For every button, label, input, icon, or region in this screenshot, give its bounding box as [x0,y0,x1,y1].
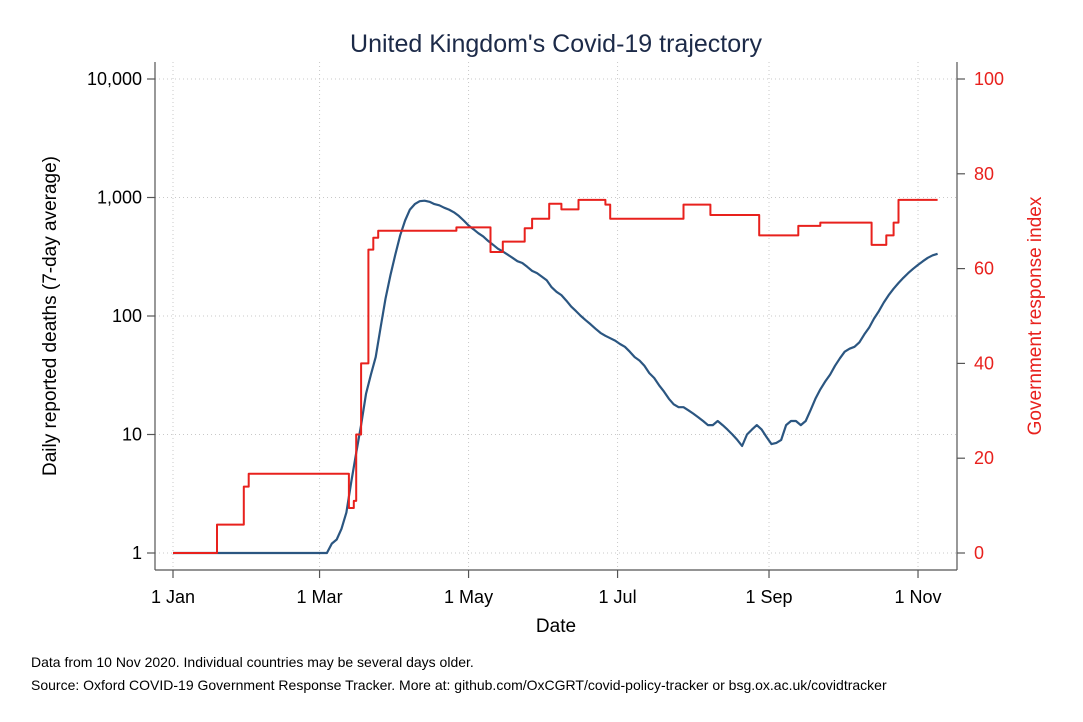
series-lines [173,198,938,555]
y2-tick-label: 80 [974,164,994,184]
x-tick-label: 1 Mar [297,587,343,607]
y2-tick-label: 20 [974,448,994,468]
x-tick-label: 1 Nov [895,587,942,607]
y-tick-label: 100 [112,306,142,326]
axes [147,62,965,578]
source-note: Source: Oxford COVID-19 Government Respo… [31,677,887,693]
x-tick-label: 1 Jan [151,587,195,607]
y-tick-label: 10,000 [87,69,142,89]
response-index-line [173,198,938,554]
y-tick-label: 10 [122,425,142,445]
deaths-line [173,199,938,555]
y-tick-label: 1,000 [97,188,142,208]
x-axis-title: Date [536,616,576,637]
y-tick-label: 1 [132,543,142,563]
y2-tick-label: 60 [974,259,994,279]
x-tick-label: 1 Jul [599,587,637,607]
x-tick-label: 1 May [444,587,493,607]
tick-labels: 1 10 100 1,000 10,000 0 20 40 60 80 100 1 Jan 1 Mar 1… [87,69,1004,607]
grid-lines [155,62,957,570]
data-date-note: Data from 10 Nov 2020. Individual countr… [31,654,474,670]
y2-tick-label: 0 [974,543,984,563]
y2-tick-label: 100 [974,69,1004,89]
y2-tick-label: 40 [974,353,994,373]
chart-title: United Kingdom's Covid-19 trajectory [350,30,762,58]
x-tick-label: 1 Sep [745,587,792,607]
y-axis-title: Daily reported deaths (7-day average) [40,156,61,476]
y2-axis-title: Government response index [1025,196,1046,435]
